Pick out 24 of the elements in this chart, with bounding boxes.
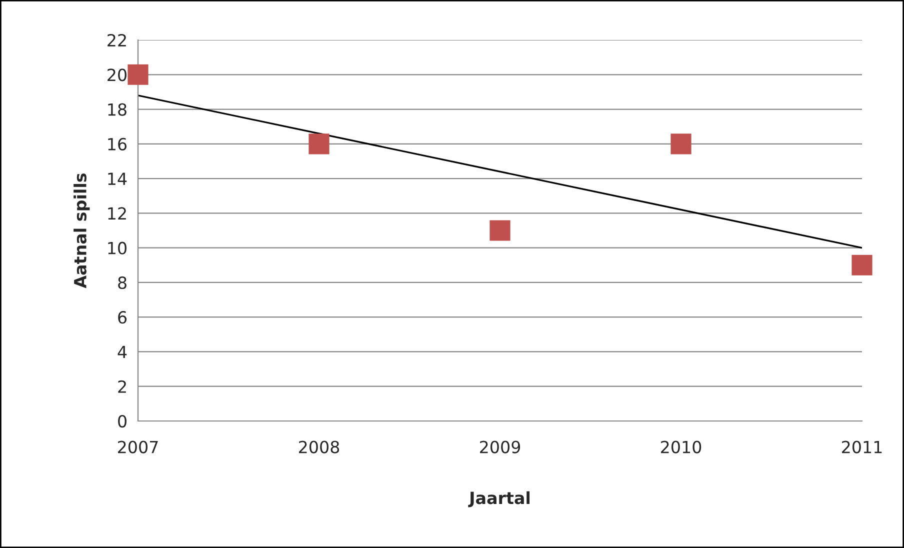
point xyxy=(852,254,872,276)
point xyxy=(490,220,510,241)
y-axis-title: Aatnal spills xyxy=(74,173,90,288)
y-tick-label: 8 xyxy=(118,276,126,290)
y-tick-label: 14 xyxy=(108,172,127,185)
y-tick-label: 12 xyxy=(108,207,126,220)
y-tick-label: 4 xyxy=(118,346,127,358)
y-tick-label: 10 xyxy=(108,242,126,254)
x-tick-label: 2007 xyxy=(118,440,158,454)
x-tick-label: 2008 xyxy=(299,440,340,454)
y-tick-label: 16 xyxy=(108,138,127,150)
x-axis-title: Jaartal xyxy=(468,491,530,508)
point xyxy=(128,64,148,85)
y-tick-label: 18 xyxy=(108,103,126,116)
y-tick-label: 20 xyxy=(108,68,126,82)
point xyxy=(670,134,692,154)
x-tick-label: 2011 xyxy=(842,440,882,454)
x-tick-label: 2009 xyxy=(480,440,520,454)
y-tick-label: 22 xyxy=(108,34,126,46)
x-tick-label: 2010 xyxy=(661,440,702,454)
y-tick-label: 2 xyxy=(118,380,126,393)
y-tick-label: 6 xyxy=(118,311,127,324)
y-tick-label: 0 xyxy=(118,414,126,428)
point xyxy=(308,134,330,154)
